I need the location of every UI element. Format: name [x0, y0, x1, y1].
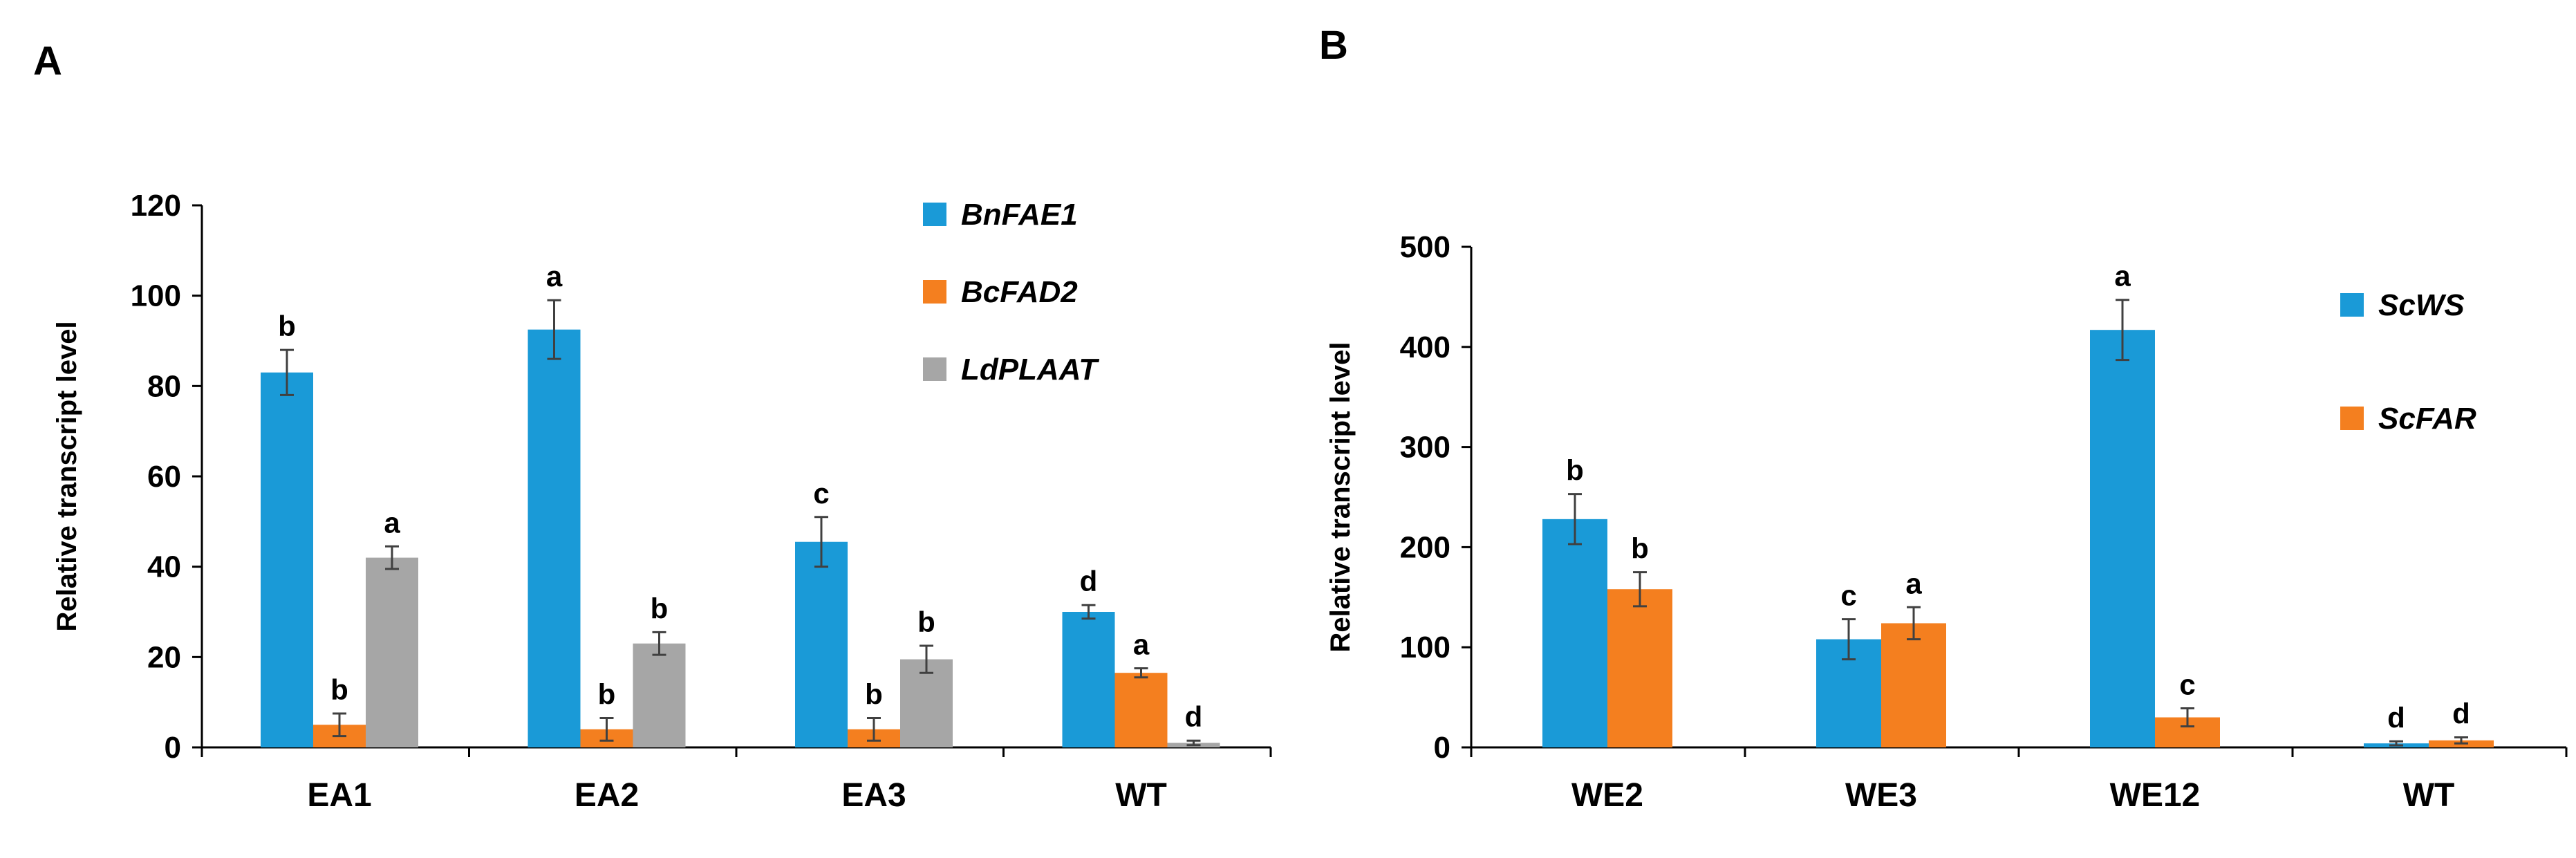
bar	[366, 557, 418, 747]
significance-label: d	[2387, 701, 2405, 734]
y-tick-label: 120	[131, 189, 181, 223]
bar	[1881, 623, 1946, 747]
category-label: EA3	[841, 777, 906, 814]
y-axis-title: Relative transcript level	[1325, 342, 1356, 652]
panel-letter-a: A	[33, 39, 62, 84]
bar	[528, 329, 581, 748]
category-label: WE12	[2110, 777, 2201, 814]
y-tick-label: 20	[147, 640, 181, 674]
y-axis-title: Relative transcript level	[52, 321, 82, 631]
legend-label: BnFAE1	[961, 198, 1078, 232]
category-label: EA2	[575, 777, 639, 814]
y-tick-label: 300	[1400, 431, 1450, 465]
legend-label: ScWS	[2378, 288, 2465, 322]
y-tick-label: 0	[1434, 731, 1450, 765]
significance-label: a	[2114, 260, 2131, 292]
significance-label: b	[651, 592, 669, 624]
legend-swatch	[923, 203, 946, 226]
panel-b: B 0 100 200 300 400 500 Relative transcript le…	[1319, 23, 2568, 814]
bar	[2090, 330, 2155, 748]
y-tick-label: 40	[147, 550, 181, 584]
bar	[633, 643, 686, 747]
significance-label: a	[384, 506, 400, 539]
bar	[1607, 589, 1672, 747]
legend-swatch	[923, 357, 946, 381]
y-tick-label: 500	[1400, 230, 1450, 264]
y-tick-label: 400	[1400, 330, 1450, 364]
significance-label: b	[1566, 454, 1584, 487]
significance-label: b	[1631, 532, 1649, 565]
significance-label: c	[1840, 579, 1856, 612]
legend-swatch	[923, 280, 946, 304]
y-tick-label: 100	[1400, 631, 1450, 664]
legend-label: LdPLAAT	[961, 353, 1099, 386]
significance-label: b	[330, 673, 348, 706]
significance-label: b	[917, 606, 935, 638]
legend-label: BcFAD2	[961, 275, 1078, 309]
bar	[795, 541, 848, 747]
y-tick-label: 0	[165, 731, 181, 765]
significance-label: c	[2179, 669, 2195, 701]
y-tick-label: 100	[131, 279, 181, 313]
significance-label: d	[2452, 698, 2470, 730]
bar	[1114, 673, 1168, 747]
category-label: WT	[1115, 777, 1167, 814]
significance-label: a	[1905, 567, 1922, 599]
legend-swatch	[2340, 407, 2364, 430]
y-tick-label: 80	[147, 369, 181, 403]
significance-label: c	[813, 477, 829, 510]
category-label: WT	[2403, 777, 2455, 814]
bar	[261, 372, 313, 747]
legend-label: ScFAR	[2378, 402, 2476, 436]
significance-label: a	[1133, 628, 1150, 661]
bar	[900, 659, 953, 747]
significance-label: d	[1080, 565, 1098, 597]
bar	[1542, 519, 1607, 747]
y-tick-label: 60	[147, 460, 181, 494]
significance-label: b	[865, 678, 883, 711]
legend-swatch	[2340, 293, 2364, 317]
significance-label: d	[1185, 700, 1203, 733]
significance-label: b	[278, 310, 296, 342]
category-label: WE3	[1845, 777, 1917, 814]
category-label: EA1	[307, 777, 371, 814]
bar	[1062, 612, 1115, 747]
significance-label: a	[546, 260, 563, 292]
category-label: WE2	[1571, 777, 1643, 814]
panel-a: A 0 20 40 60 80 100 120 Relative transcript lev…	[33, 39, 1272, 814]
significance-label: b	[598, 678, 616, 711]
y-tick-label: 200	[1400, 530, 1450, 564]
panel-letter-b: B	[1319, 23, 1348, 68]
